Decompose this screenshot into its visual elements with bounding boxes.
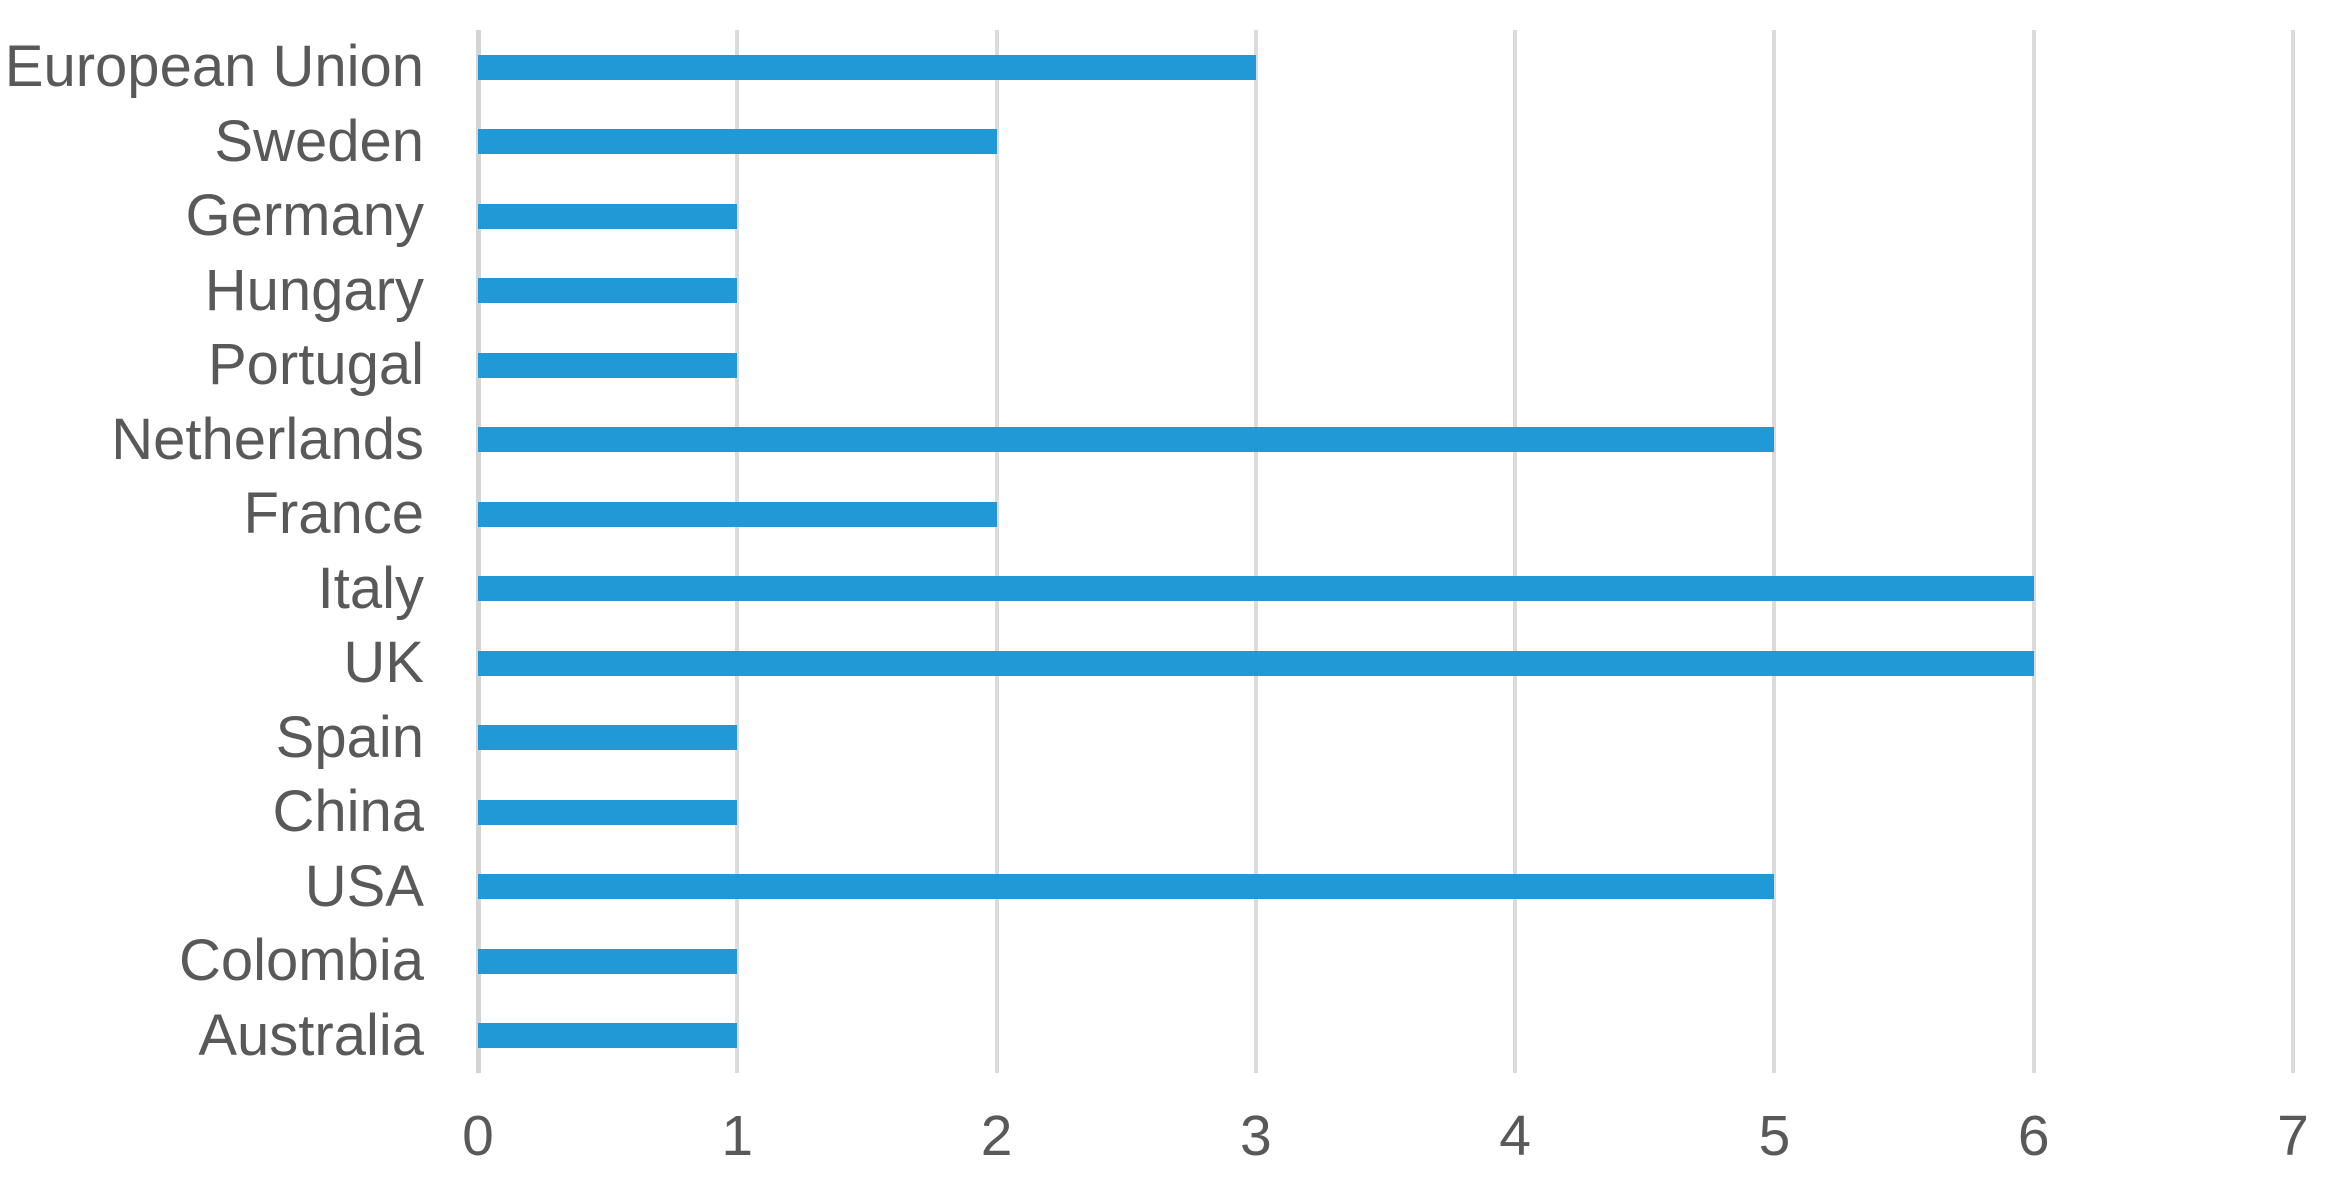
x-gridline xyxy=(2031,30,2036,1073)
x-tick-label: 0 xyxy=(462,1104,494,1168)
category-label: European Union xyxy=(4,34,424,100)
chart-row: UK xyxy=(0,626,2034,701)
x-tick-label: 2 xyxy=(980,1104,1013,1168)
x-tick-label: 7 xyxy=(2277,1104,2309,1168)
chart-row: Sweden xyxy=(0,105,997,180)
chart-row: China xyxy=(0,775,738,850)
bar xyxy=(478,1023,738,1049)
bar xyxy=(478,352,738,378)
category-label: UK xyxy=(343,630,424,696)
bar xyxy=(478,650,2034,676)
x-tick-label: 1 xyxy=(721,1104,754,1168)
bar xyxy=(478,576,2034,602)
x-tick-label: 4 xyxy=(1499,1104,1531,1168)
x-gridline xyxy=(1253,30,1258,1073)
plot-area xyxy=(475,30,2295,1073)
bar xyxy=(478,278,738,304)
bar xyxy=(478,725,738,751)
category-label: Colombia xyxy=(179,928,424,994)
chart-row: Netherlands xyxy=(0,403,1775,478)
category-label: France xyxy=(243,481,424,547)
chart-row: Italy xyxy=(0,552,2034,627)
x-gridline xyxy=(2291,30,2295,1073)
category-label: Portugal xyxy=(207,332,424,398)
bar xyxy=(478,874,1775,900)
chart-row: European Union xyxy=(0,30,1256,105)
chart-row: Germany xyxy=(0,179,738,254)
chart-row: Spain xyxy=(0,701,738,776)
category-label: Australia xyxy=(198,1002,424,1068)
x-tick-label: 6 xyxy=(2017,1104,2050,1168)
x-tick-label: 5 xyxy=(1758,1104,1791,1168)
category-label: Hungary xyxy=(204,257,424,323)
bar xyxy=(478,54,1256,80)
category-label: Germany xyxy=(185,183,424,249)
category-label: Italy xyxy=(317,555,424,621)
x-gridline xyxy=(1513,30,1518,1073)
bar xyxy=(478,799,738,825)
bar xyxy=(478,948,738,974)
bar xyxy=(478,129,997,155)
x-gridline xyxy=(735,30,740,1073)
chart-row: Colombia xyxy=(0,924,738,999)
bar xyxy=(478,203,738,229)
chart-row: USA xyxy=(0,850,1775,925)
x-tick-label: 3 xyxy=(1239,1104,1272,1168)
category-label: China xyxy=(272,779,424,845)
category-label: USA xyxy=(304,853,424,919)
chart-row: France xyxy=(0,477,997,552)
bar xyxy=(478,427,1775,453)
category-label: Spain xyxy=(275,704,424,770)
category-label: Netherlands xyxy=(111,406,424,472)
bar xyxy=(478,501,997,527)
chart-row: Australia xyxy=(0,999,738,1074)
category-label: Sweden xyxy=(214,108,424,174)
chart-row: Hungary xyxy=(0,254,738,329)
x-gridline xyxy=(1772,30,1777,1073)
y-axis-line xyxy=(475,30,481,1073)
chart-row: Portugal xyxy=(0,328,738,403)
x-gridline xyxy=(994,30,999,1073)
